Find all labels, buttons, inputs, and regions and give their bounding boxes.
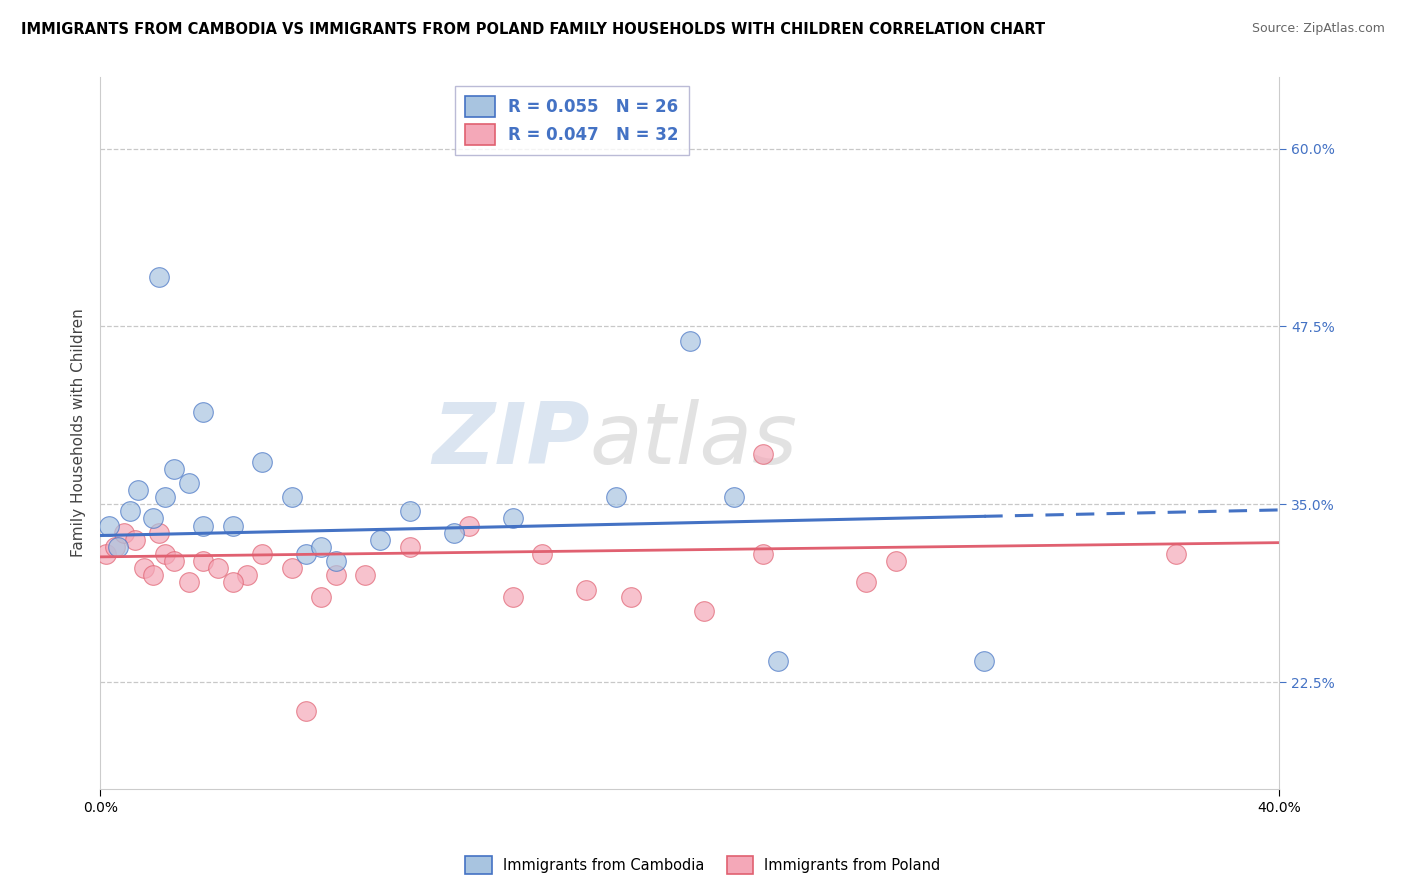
Point: [1164, 547, 1187, 561]
Point: [502, 511, 524, 525]
Point: [693, 604, 716, 618]
Point: [398, 540, 420, 554]
Point: [177, 475, 200, 490]
Point: [107, 540, 129, 554]
Point: [236, 568, 259, 582]
Point: [620, 590, 643, 604]
Point: [124, 533, 146, 547]
Point: [605, 490, 627, 504]
Text: Source: ZipAtlas.com: Source: ZipAtlas.com: [1251, 22, 1385, 36]
Point: [98, 518, 121, 533]
Text: atlas: atlas: [589, 399, 797, 482]
Point: [163, 461, 186, 475]
Point: [398, 504, 420, 518]
Point: [575, 582, 598, 597]
Point: [142, 568, 165, 582]
Point: [148, 269, 170, 284]
Point: [153, 547, 176, 561]
Point: [127, 483, 149, 497]
Point: [222, 575, 245, 590]
Point: [134, 561, 156, 575]
Point: [252, 547, 274, 561]
Point: [325, 554, 347, 568]
Point: [295, 547, 318, 561]
Point: [295, 704, 318, 718]
Point: [207, 561, 229, 575]
Point: [148, 525, 170, 540]
Point: [368, 533, 391, 547]
Point: [855, 575, 877, 590]
Point: [884, 554, 907, 568]
Legend: R = 0.055   N = 26, R = 0.047   N = 32: R = 0.055 N = 26, R = 0.047 N = 32: [454, 86, 689, 155]
Point: [94, 547, 117, 561]
Point: [112, 525, 135, 540]
Y-axis label: Family Households with Children: Family Households with Children: [72, 309, 86, 558]
Point: [193, 554, 215, 568]
Point: [309, 590, 332, 604]
Text: ZIP: ZIP: [432, 399, 589, 482]
Point: [193, 405, 215, 419]
Point: [443, 525, 465, 540]
Point: [752, 447, 775, 461]
Point: [354, 568, 377, 582]
Point: [723, 490, 745, 504]
Point: [752, 547, 775, 561]
Point: [309, 540, 332, 554]
Point: [177, 575, 200, 590]
Legend: Immigrants from Cambodia, Immigrants from Poland: Immigrants from Cambodia, Immigrants fro…: [460, 850, 946, 880]
Point: [325, 568, 347, 582]
Point: [280, 561, 302, 575]
Point: [163, 554, 186, 568]
Point: [502, 590, 524, 604]
Point: [531, 547, 554, 561]
Point: [766, 654, 789, 668]
Point: [222, 518, 245, 533]
Point: [153, 490, 176, 504]
Point: [973, 654, 995, 668]
Point: [193, 518, 215, 533]
Point: [678, 334, 700, 348]
Point: [104, 540, 127, 554]
Point: [142, 511, 165, 525]
Point: [252, 454, 274, 468]
Point: [457, 518, 479, 533]
Text: IMMIGRANTS FROM CAMBODIA VS IMMIGRANTS FROM POLAND FAMILY HOUSEHOLDS WITH CHILDR: IMMIGRANTS FROM CAMBODIA VS IMMIGRANTS F…: [21, 22, 1045, 37]
Point: [118, 504, 141, 518]
Point: [280, 490, 302, 504]
